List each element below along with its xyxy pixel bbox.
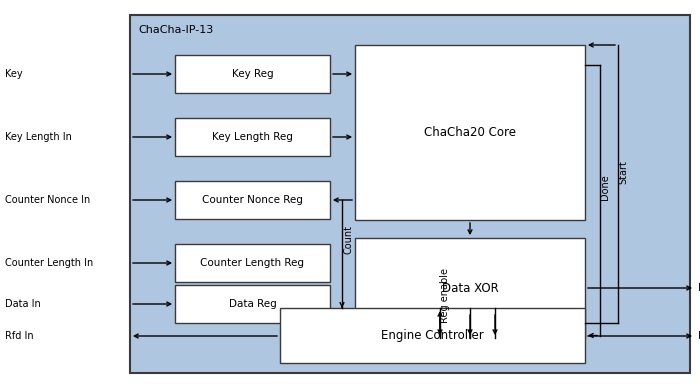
Text: Key Length In: Key Length In	[5, 132, 72, 142]
Bar	[355, 238, 585, 338]
Bar	[175, 181, 330, 219]
Text: ChaCha-IP-13: ChaCha-IP-13	[138, 25, 214, 35]
Text: Engine Controller: Engine Controller	[381, 329, 484, 342]
Bar	[280, 308, 585, 363]
Text: ChaCha20 Core: ChaCha20 Core	[424, 126, 516, 139]
Text: Count: Count	[343, 225, 353, 254]
Text: Start: Start	[618, 160, 628, 184]
Text: Counter Length Reg: Counter Length Reg	[200, 258, 304, 268]
Text: Key Length Reg: Key Length Reg	[212, 132, 293, 142]
Text: Counter Length In: Counter Length In	[5, 258, 93, 268]
Text: Key: Key	[5, 69, 22, 79]
Bar	[175, 285, 330, 323]
Text: Reg enable: Reg enable	[440, 268, 450, 323]
Bar	[355, 45, 585, 220]
Text: Key Reg: Key Reg	[232, 69, 273, 79]
Text: Data Out: Data Out	[698, 283, 700, 293]
Text: Counter Nonce Reg: Counter Nonce Reg	[202, 195, 303, 205]
Text: Data In: Data In	[5, 299, 41, 309]
Text: Data XOR: Data XOR	[442, 282, 498, 294]
Bar	[130, 15, 690, 373]
Bar	[175, 55, 330, 93]
Text: Data Reg: Data Reg	[229, 299, 276, 309]
Text: Rfd Out: Rfd Out	[698, 331, 700, 341]
Bar	[175, 118, 330, 156]
Bar	[175, 244, 330, 282]
Text: Counter Nonce In: Counter Nonce In	[5, 195, 90, 205]
Text: Done: Done	[600, 175, 610, 200]
Text: Rfd In: Rfd In	[5, 331, 34, 341]
